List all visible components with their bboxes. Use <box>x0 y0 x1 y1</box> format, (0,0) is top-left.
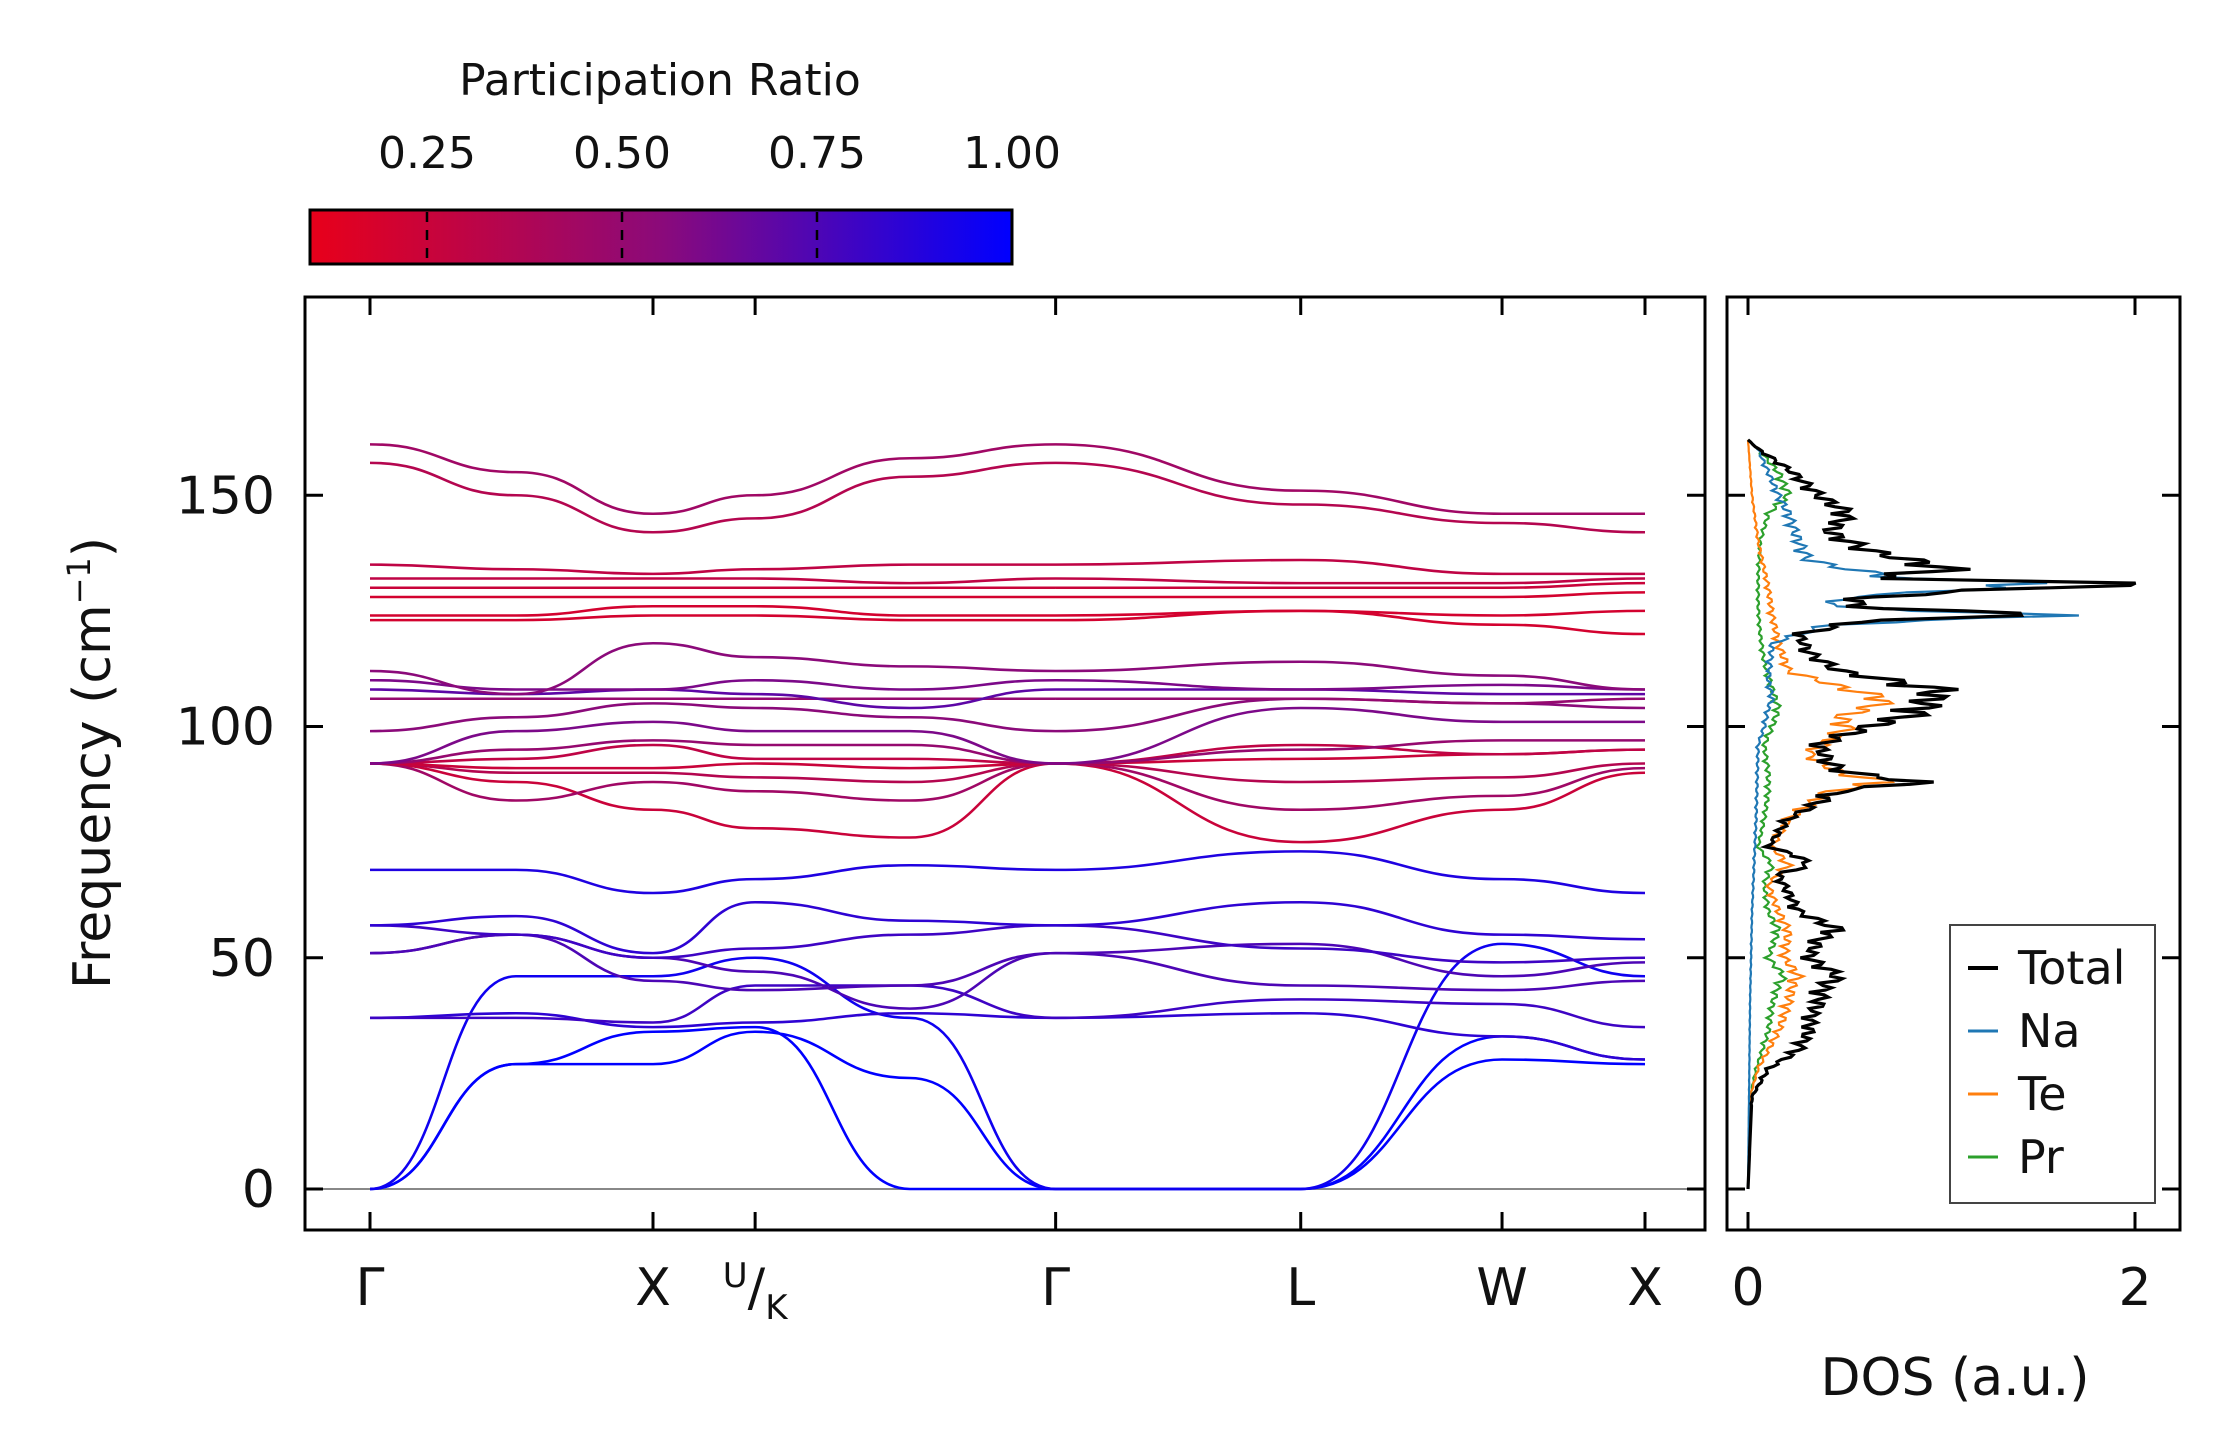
colorbar-tick-label: 0.50 <box>573 128 671 179</box>
dos-x-tick-label: 2 <box>2118 1258 2151 1318</box>
x-tick-label: Γ <box>1041 1258 1070 1318</box>
band-line <box>369 581 1646 590</box>
band-line <box>369 1030 1646 1191</box>
band-line <box>370 984 1646 1029</box>
legend-label-pr: Pr <box>2018 1130 2064 1184</box>
band-axes-frame <box>303 295 1707 1232</box>
band-x-ticks: Γ X U/K Γ L W X <box>356 297 1663 1328</box>
band-line <box>370 604 1646 617</box>
band-line <box>369 924 1646 964</box>
legend-label-total: Total <box>2017 941 2125 995</box>
band-line <box>369 1011 1646 1061</box>
dos-x-axis-label: DOS (a.u.) <box>1821 1348 2090 1408</box>
band-line <box>369 900 1646 955</box>
legend-label-te: Te <box>2017 1067 2067 1121</box>
phonon-bands <box>369 443 1646 1191</box>
dos-line-pr <box>1746 438 1793 1189</box>
dos-line-na <box>1746 438 2079 1189</box>
y-tick-label: 50 <box>209 929 275 989</box>
colorbar-tick-label: 0.75 <box>768 128 866 179</box>
band-line <box>369 933 1646 992</box>
band-line <box>369 443 1645 516</box>
x-tick-label: X <box>635 1258 671 1318</box>
x-tick-label: U/K <box>723 1256 789 1328</box>
legend-label-na: Na <box>2018 1004 2081 1058</box>
dos-line-total <box>1746 438 2137 1190</box>
band-structure-panel: 0 50 100 150 Γ X U/K Γ L W X Frequency (cm−1) <box>60 295 1707 1328</box>
x-tick-label: W <box>1476 1258 1527 1318</box>
colorbar-label: Participation Ratio <box>459 55 861 106</box>
y-tick-label: 150 <box>176 466 275 526</box>
dos-x-tick-label: 0 <box>1731 1258 1764 1318</box>
band-line <box>369 762 1646 844</box>
band-line <box>369 706 1645 765</box>
y-axis-label: Frequency (cm−1) <box>60 537 123 989</box>
band-line <box>369 762 1646 812</box>
legend-items: Total Na Te Pr <box>1968 941 2125 1184</box>
x-tick-label: Γ <box>356 1258 385 1318</box>
dos-line-te <box>1746 439 1896 1189</box>
band-line <box>370 850 1646 895</box>
dos-axes-frame <box>1725 295 2182 1232</box>
x-tick-label: X <box>1627 1258 1663 1318</box>
band-line <box>370 609 1646 636</box>
band-line <box>369 461 1646 534</box>
band-line <box>369 678 1646 691</box>
dos-legend: Total Na Te Pr <box>1949 924 2156 1204</box>
band-line <box>369 762 1646 784</box>
band-line <box>370 697 1646 705</box>
band-line <box>369 739 1645 765</box>
colorbar-ticks <box>425 212 819 262</box>
band-y-ticks: 0 50 100 150 <box>176 466 1705 1220</box>
colorbar-tick-labels: 0.25 0.50 0.75 1.00 <box>378 128 1061 179</box>
x-tick-label: L <box>1286 1258 1315 1318</box>
band-line <box>369 558 1645 576</box>
band-line <box>369 942 1646 1191</box>
band-line <box>370 577 1646 585</box>
colorbar-tick-label: 0.25 <box>378 128 476 179</box>
band-line <box>369 591 1646 599</box>
colorbar-gradient <box>308 208 1014 266</box>
dos-lines <box>1746 438 2137 1190</box>
colorbar-tick-label: 1.00 <box>963 128 1061 179</box>
band-line <box>369 933 1646 1010</box>
colorbar: Participation Ratio 0.25 0.50 0.75 1.00 <box>308 55 1061 266</box>
y-tick-label: 0 <box>242 1160 275 1220</box>
y-tick-label: 100 <box>176 698 275 758</box>
band-line <box>369 641 1646 696</box>
